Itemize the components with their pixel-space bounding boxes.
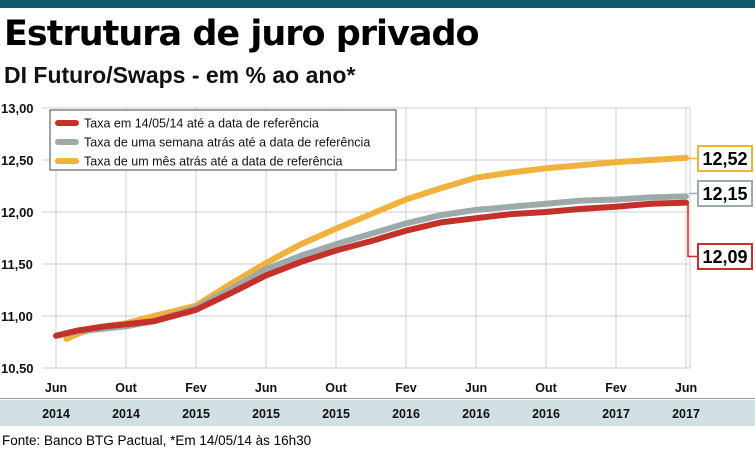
- x-tick-month: Out: [115, 381, 137, 395]
- x-tick-year: 2014: [42, 407, 70, 421]
- x-tick-year: 2016: [462, 407, 490, 421]
- x-tick-month: Fev: [605, 381, 627, 395]
- y-axis-ticks: 13,00 12,50 12,00 11,50 11,00 10,50: [1, 101, 34, 376]
- legend-label: Taxa de uma semana atrás até a data de r…: [84, 136, 370, 150]
- legend-label: Taxa de um mês atrás até a data de refer…: [84, 155, 343, 169]
- x-tick-month: Out: [325, 381, 347, 395]
- x-tick-month: Fev: [395, 381, 417, 395]
- legend-box: [49, 109, 397, 171]
- x-tick-year: 2015: [252, 407, 280, 421]
- line-chart: 13,00 12,50 12,00 11,50 11,00 10,50 Taxa em 1…: [0, 101, 755, 426]
- y-tick-label: 10,50: [1, 361, 34, 376]
- legend-label: Taxa em 14/05/14 até a data de referênci…: [84, 117, 319, 131]
- x-tick-year: 2015: [182, 407, 210, 421]
- y-tick-label: 11,00: [1, 309, 33, 324]
- end-labels: 12,09 12,15 12,52: [687, 145, 753, 270]
- x-tick-year: 2016: [392, 407, 420, 421]
- x-tick-month: Fev: [185, 381, 207, 395]
- y-tick-label: 12,00: [1, 205, 34, 220]
- x-tick-month: Out: [535, 381, 557, 395]
- end-value-label: 12,09: [702, 247, 747, 267]
- x-tick-month: Jun: [675, 381, 697, 395]
- x-tick-month: Jun: [465, 381, 487, 395]
- x-axis-year-band: [0, 400, 755, 426]
- source-note: Fonte: Banco BTG Pactual, *Em 14/05/14 à…: [2, 433, 312, 448]
- x-tick-month: Jun: [255, 381, 277, 395]
- y-tick-label: 13,00: [1, 101, 34, 116]
- series-lines: [53, 154, 689, 342]
- x-axis-month-band: [0, 374, 755, 398]
- series-line: [53, 199, 689, 339]
- legend: Taxa em 14/05/14 até a data de referênci…: [49, 109, 397, 171]
- x-tick-year: 2014: [112, 407, 140, 421]
- top-rule: [0, 0, 755, 8]
- x-tick-year: 2017: [672, 407, 700, 421]
- y-tick-label: 11,50: [1, 257, 33, 272]
- end-label-leader: [687, 201, 698, 258]
- chart-subtitle: DI Futuro/Swaps - em % ao ano*: [4, 62, 356, 88]
- x-axis: Jun 2014 Out 2014 Fev 2015 Jun 2015 Out 2015 Fev 20…: [0, 374, 755, 426]
- x-tick-year: 2016: [532, 407, 560, 421]
- end-label-box: [697, 180, 753, 207]
- series-line: [63, 154, 689, 342]
- end-label-box: [697, 145, 753, 172]
- x-tick-month: Jun: [45, 381, 67, 395]
- end-value-label: 12,15: [702, 184, 747, 204]
- x-tick-year: 2015: [322, 407, 350, 421]
- y-tick-label: 12,50: [1, 153, 34, 168]
- chart-title: Estrutura de juro privado: [4, 14, 480, 54]
- x-tick-year: 2017: [602, 407, 630, 421]
- end-value-label: 12,52: [702, 149, 747, 169]
- end-label-box: [697, 243, 753, 270]
